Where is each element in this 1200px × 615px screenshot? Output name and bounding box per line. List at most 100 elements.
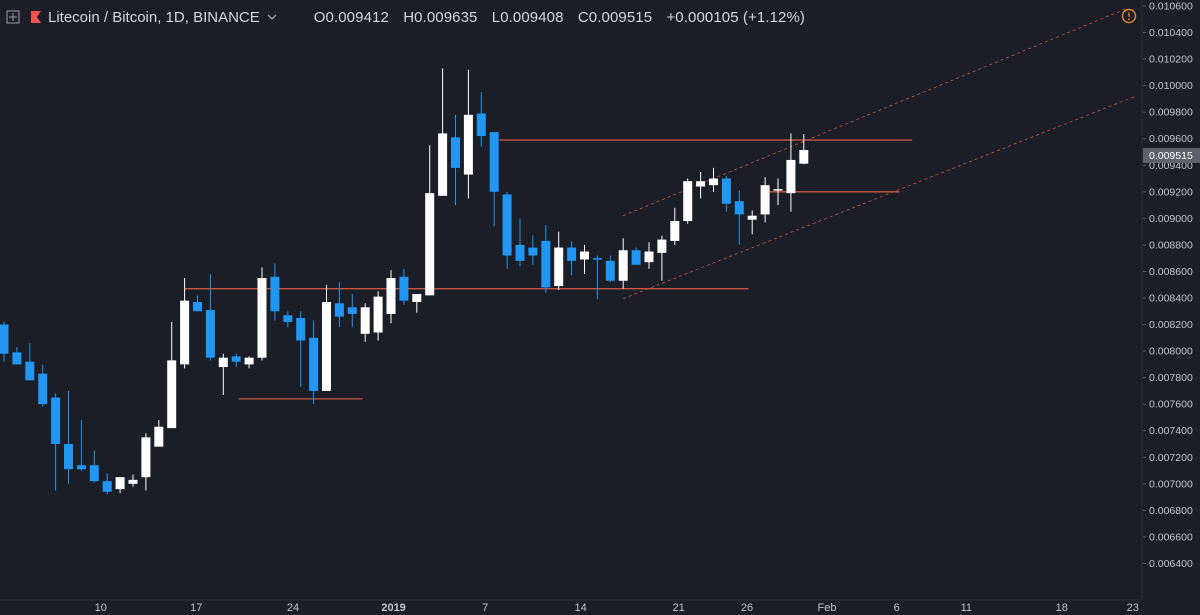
candle-body [102,481,112,492]
candle-body [451,137,460,168]
candle-body [670,221,680,241]
candle-body [283,315,293,322]
candle-body [747,215,757,220]
candle-up [412,294,422,313]
price-tag-label: 0.009515 [1149,150,1193,162]
candle-down [51,393,61,491]
candle-up [657,235,667,281]
open-value: O0.009412 [313,8,389,26]
candle-down [38,364,48,407]
candle-body [360,307,370,334]
candle-down [489,132,499,227]
candle-up [580,244,589,275]
candle-body [296,317,306,341]
chart-header: Litecoin / Bitcoin, 1D, BINANCE O0.00941… [0,0,1140,34]
candle-down [347,294,357,328]
candle-down [567,240,577,276]
candle-body [760,185,770,215]
candle-body [541,240,551,288]
candle-body [786,159,796,194]
candle-body [580,251,589,260]
candle-body [592,258,602,260]
candle-body [141,437,151,478]
high-value: H0.009635 [403,8,478,26]
time-tick-label: 14 [575,602,587,614]
price-tick-label: 0.008600 [1149,266,1193,278]
candle-down [309,320,319,405]
alert-icon[interactable] [1121,8,1137,24]
candle-body [38,373,48,405]
time-tick-label: Feb [818,602,837,614]
candle-body [309,337,319,391]
low-value: L0.009408 [491,8,564,26]
candle-down [89,450,99,483]
chevron-down-icon[interactable] [266,11,278,23]
price-tick-label: 0.008400 [1149,293,1193,305]
price-tick-label: 0.009800 [1149,107,1193,119]
symbol-title[interactable]: Litecoin / Bitcoin, 1D, BINANCE [48,8,260,26]
candle-body [180,300,190,365]
channel-upper-line [623,8,1127,217]
candle-body [618,250,628,281]
price-tick-label: 0.007000 [1149,478,1193,490]
candle-down [502,191,512,269]
candle-body [515,244,525,261]
candle-up [670,207,680,245]
candle-body [64,444,73,470]
candle-down [102,473,112,495]
ohlc-values: O0.009412 H0.009635 L0.009408 C0.009515 … [314,9,815,26]
price-tick-label: 0.006400 [1149,558,1193,570]
candle-up [180,278,190,369]
price-tick-label: 0.010400 [1149,27,1193,39]
candle-body [373,296,383,333]
candle-down [631,247,641,265]
price-tick-label: 0.009000 [1149,213,1193,225]
candle-body [657,239,667,253]
candle-up [244,356,254,369]
price-tick-label: 0.008200 [1149,319,1193,331]
candle-down [205,274,215,361]
candle-body [425,193,435,296]
candle-down [399,268,409,305]
candle-body [709,178,718,186]
candle-body [322,301,331,391]
time-tick-label: 2019 [381,602,405,614]
candle-body [257,278,267,358]
candle-body [489,132,499,192]
candle-up [425,145,435,296]
candle-body [154,426,164,447]
candle-down [721,175,731,212]
candle-body [554,247,564,287]
time-tick-label: 26 [741,602,753,614]
candle-body [115,477,125,490]
candle-body [399,276,409,301]
time-tick-label: 11 [961,602,972,614]
candle-body [12,352,22,365]
candle-body [721,178,731,204]
candle-body [773,189,783,191]
candle-down [334,282,344,328]
candle-body [799,150,809,164]
price-tick-label: 0.008800 [1149,239,1193,251]
price-tick-label: 0.010000 [1149,80,1193,92]
candle-body [605,260,615,281]
candle-body [463,114,473,175]
candle-body [476,113,486,137]
candle-body [734,201,744,215]
candle-down [541,225,551,293]
price-tick-label: 0.007200 [1149,452,1193,464]
channel-lower-line [623,95,1136,300]
candle-body [334,303,344,317]
price-tick-label: 0.009600 [1149,133,1193,145]
candle-up [709,167,718,192]
crosshair-icon[interactable] [6,10,20,24]
candle-up [696,171,706,199]
candle-down [25,343,35,381]
candle-body [244,357,254,365]
candle-body [128,479,138,484]
price-tick-label: 0.007600 [1149,399,1193,411]
candle-body [631,250,641,265]
price-tick-label: 0.007800 [1149,372,1193,384]
